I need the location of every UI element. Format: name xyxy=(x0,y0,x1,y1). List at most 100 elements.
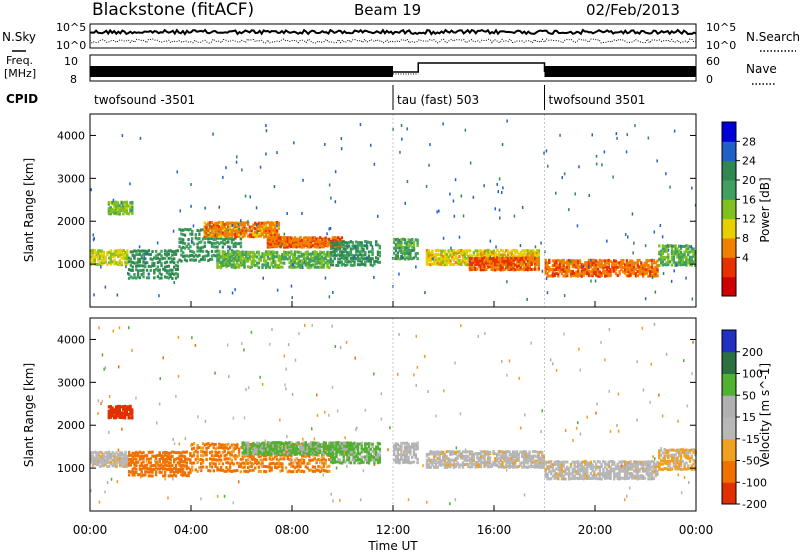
heatmap-cell xyxy=(91,460,95,464)
heatmap-cell xyxy=(358,452,362,456)
heatmap-cell xyxy=(526,266,530,270)
heatmap-cell xyxy=(272,441,275,445)
heatmap-cell xyxy=(477,258,481,262)
heatmap-cell xyxy=(605,274,609,278)
heatmap-cell xyxy=(584,261,587,265)
heatmap-cell xyxy=(641,272,645,276)
heatmap-cell xyxy=(338,247,342,251)
heatmap-cell xyxy=(236,229,239,233)
heatmap-cell xyxy=(99,254,102,258)
heatmap-cell xyxy=(365,442,369,446)
heatmap-cell xyxy=(107,212,111,216)
heatmap-cell xyxy=(349,240,353,244)
heatmap-cell xyxy=(286,470,289,474)
heatmap-scatter-point xyxy=(483,184,485,188)
heatmap-cell xyxy=(463,463,466,467)
heatmap-cell xyxy=(286,257,289,261)
heatmap-cell xyxy=(209,233,212,237)
heatmap-cell xyxy=(241,235,244,239)
heatmap-cell xyxy=(663,247,666,251)
heatmap-cell xyxy=(414,442,417,446)
heatmap-cell xyxy=(227,232,230,236)
heatmap-scatter-point xyxy=(138,245,141,249)
heatmap-cell xyxy=(329,241,333,244)
heatmap-cell xyxy=(405,243,408,247)
heatmap-cell xyxy=(151,258,154,261)
heatmap-cell xyxy=(237,450,241,454)
heatmap-cell xyxy=(221,241,225,245)
heatmap-cell xyxy=(264,458,268,461)
heatmap-cell xyxy=(640,267,643,271)
heatmap-cell xyxy=(140,451,143,455)
heatmap-cell xyxy=(259,458,262,462)
heatmap-cell xyxy=(378,449,381,453)
heatmap-cell xyxy=(297,261,300,265)
heatmap-cell xyxy=(505,263,508,267)
heatmap-scatter-point xyxy=(495,245,497,249)
heatmap-cell xyxy=(403,257,407,261)
heatmap-cell xyxy=(586,270,589,273)
heatmap-cell xyxy=(189,227,192,231)
heatmap-cell xyxy=(212,223,215,227)
heatmap-cell xyxy=(270,229,273,233)
heatmap-cell xyxy=(494,456,497,460)
heatmap-cell xyxy=(275,244,279,248)
heatmap-cell xyxy=(351,247,354,251)
heatmap-cell xyxy=(259,231,262,235)
heatmap-cell xyxy=(297,239,300,243)
heatmap-cell xyxy=(138,264,142,268)
heatmap-cell xyxy=(632,272,636,275)
heatmap-cell xyxy=(180,246,183,250)
heatmap-cell xyxy=(183,455,187,459)
heatmap-cell xyxy=(227,253,230,256)
heatmap-cell xyxy=(279,457,282,461)
heatmap-cell xyxy=(124,262,127,266)
heatmap-scatter-point xyxy=(273,185,276,189)
heatmap-cell xyxy=(551,269,555,273)
heatmap-cell xyxy=(438,249,441,253)
heatmap-cell xyxy=(449,263,452,267)
heatmap-cell xyxy=(506,265,510,269)
heatmap-cell xyxy=(111,462,114,466)
heatmap-cell xyxy=(107,202,111,206)
heatmap-cell xyxy=(178,237,181,241)
heatmap-cell xyxy=(301,469,304,473)
heatmap-cell xyxy=(602,259,605,263)
heatmap-cell xyxy=(243,469,246,473)
heatmap-cell xyxy=(569,261,573,265)
heatmap-cell xyxy=(131,209,134,212)
heatmap-cell xyxy=(452,249,456,252)
heatmap-cell xyxy=(631,270,634,274)
heatmap-cell xyxy=(259,225,262,229)
heatmap-cell xyxy=(326,259,329,263)
heatmap-cell xyxy=(227,245,230,249)
heatmap-cell xyxy=(674,247,677,251)
heatmap-cell xyxy=(111,464,114,468)
heatmap-cell xyxy=(304,236,307,240)
heatmap-cell xyxy=(512,452,515,456)
heatmap-scatter-point xyxy=(377,214,379,218)
heatmap-cell xyxy=(447,463,450,466)
heatmap-cell xyxy=(551,267,555,271)
heatmap-cell xyxy=(221,226,225,230)
heatmap-cell xyxy=(625,274,629,278)
heatmap-cell xyxy=(299,458,302,462)
heatmap-cell xyxy=(308,259,311,263)
heatmap-cell xyxy=(293,257,297,261)
heatmap-cell xyxy=(279,443,282,447)
heatmap-cell xyxy=(257,250,261,254)
heatmap-cell xyxy=(268,265,271,269)
heatmap-cell xyxy=(201,446,205,450)
heatmap-cell xyxy=(492,256,495,260)
heatmap-cell xyxy=(467,462,470,466)
heatmap-cell xyxy=(443,461,447,464)
heatmap-cell xyxy=(90,455,93,459)
heatmap-cell xyxy=(111,255,114,259)
heatmap-cell xyxy=(407,254,410,258)
heatmap-cell xyxy=(496,453,499,457)
heatmap-cell xyxy=(523,260,526,264)
power-colorbar-frame xyxy=(721,121,737,297)
heatmap-cell xyxy=(131,202,134,206)
heatmap-cell xyxy=(295,237,298,241)
heatmap-cell xyxy=(311,469,315,473)
